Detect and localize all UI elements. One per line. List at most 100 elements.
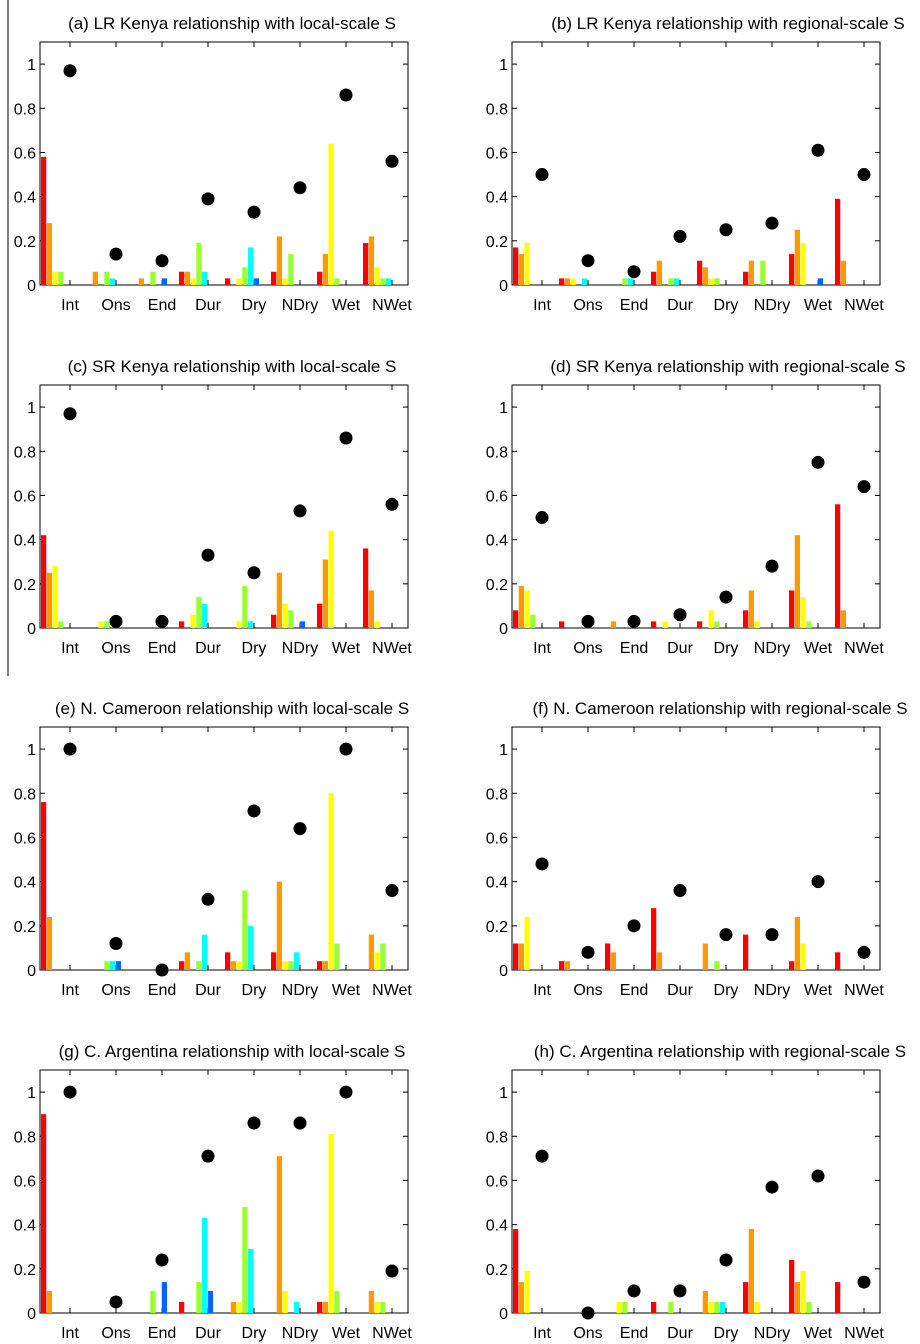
- category-label: Wet: [804, 297, 833, 314]
- y-tick-label: 0.6: [486, 145, 508, 162]
- marker-point: [581, 254, 595, 268]
- bar-series-2: [92, 271, 98, 285]
- bar-series-2: [46, 1290, 52, 1313]
- bar-series-2: [656, 260, 662, 285]
- marker-point: [63, 407, 77, 421]
- bar-series-4: [196, 243, 202, 285]
- bar-series-1: [651, 621, 657, 628]
- bar-series-3: [754, 621, 760, 628]
- panel-b: (b) LR Kenya relationship with regional-…: [486, 14, 905, 314]
- marker-point: [857, 480, 871, 494]
- bar-series-2: [518, 1282, 524, 1313]
- y-tick-label: 0.4: [486, 1218, 508, 1235]
- y-tick-label: 1: [499, 57, 508, 74]
- y-tick-label: 0.8: [14, 1129, 36, 1146]
- marker-point: [247, 1116, 261, 1130]
- bar-series-3: [190, 614, 196, 628]
- bar-series-2: [840, 260, 846, 285]
- y-tick-label: 0.2: [14, 577, 36, 594]
- bar-series-3: [800, 943, 806, 970]
- bar-series-1: [179, 271, 185, 285]
- bar-series-3: [662, 621, 668, 628]
- y-tick-label: 0.2: [486, 234, 508, 251]
- bar-series-2: [322, 254, 328, 285]
- bar-series-1: [835, 198, 841, 285]
- bar-series-4: [242, 586, 248, 628]
- bar-series-1: [225, 952, 231, 970]
- marker-point: [811, 143, 825, 157]
- category-label: End: [148, 982, 176, 999]
- category-label: End: [620, 982, 648, 999]
- axes-frame: [39, 726, 409, 971]
- y-tick-label: 0.8: [486, 101, 508, 118]
- marker-point: [293, 504, 307, 518]
- category-label: Ons: [101, 982, 130, 999]
- bar-series-4: [380, 943, 386, 970]
- y-tick-label: 1: [27, 1085, 36, 1102]
- marker-point: [765, 559, 779, 573]
- bar-series-2: [322, 961, 328, 970]
- bar-series-1: [835, 504, 841, 628]
- category-label: NWet: [372, 982, 412, 999]
- category-label: Ons: [573, 1325, 602, 1342]
- bar-series-5: [248, 925, 254, 970]
- bar-series-1: [651, 271, 657, 285]
- category-label: End: [148, 640, 176, 657]
- category-label: Wet: [804, 1325, 833, 1342]
- bar-series-6: [161, 278, 167, 285]
- category-label: Dur: [667, 1325, 693, 1342]
- bar-series-4: [334, 943, 340, 970]
- bar-series-5: [202, 271, 208, 285]
- panel-h: (h) C. Argentina relationship with regio…: [486, 1042, 906, 1342]
- bar-series-5: [294, 952, 300, 970]
- category-label: NWet: [372, 297, 412, 314]
- bar-series-1: [317, 603, 323, 628]
- bar-series-4: [334, 1290, 340, 1313]
- marker-point: [293, 181, 307, 195]
- category-label: Wet: [804, 640, 833, 657]
- panel-title: (d) SR Kenya relationship with regional-…: [550, 357, 905, 376]
- bar-series-4: [668, 1301, 674, 1313]
- bar-series-3: [236, 1301, 242, 1313]
- y-tick-label: 0.6: [486, 488, 508, 505]
- marker-point: [339, 1085, 353, 1099]
- bar-series-1: [743, 610, 749, 628]
- bar-series-4: [380, 1301, 386, 1313]
- y-tick-label: 0.8: [486, 786, 508, 803]
- category-label: Dur: [195, 982, 221, 999]
- y-tick-label: 0: [499, 963, 508, 980]
- marker-point: [385, 154, 399, 168]
- bar-series-1: [743, 934, 749, 970]
- category-label: NWet: [372, 640, 412, 657]
- axes-frame: [511, 41, 881, 286]
- panel-d: (d) SR Kenya relationship with regional-…: [486, 357, 906, 657]
- panel-c: (c) SR Kenya relationship with local-sca…: [14, 357, 413, 657]
- bar-series-1: [743, 271, 749, 285]
- y-tick-label: 0: [27, 621, 36, 638]
- category-label: Dur: [195, 1325, 221, 1342]
- bar-series-2: [564, 961, 570, 970]
- bar-series-2: [46, 916, 52, 970]
- bar-series-2: [702, 267, 708, 285]
- bar-series-1: [363, 548, 369, 628]
- y-tick-label: 0.4: [14, 533, 36, 550]
- marker-point: [247, 205, 261, 219]
- bar-series-1: [835, 952, 841, 970]
- bar-series-4: [104, 621, 110, 628]
- marker-point: [719, 223, 733, 237]
- bar-series-3: [98, 621, 104, 628]
- bar-series-4: [714, 961, 720, 970]
- bar-series-3: [236, 961, 242, 970]
- bar-series-3: [524, 1271, 530, 1313]
- category-label: NWet: [844, 1325, 884, 1342]
- category-label: NDry: [754, 297, 790, 314]
- category-label: Ons: [573, 640, 602, 657]
- bar-series-3: [524, 590, 530, 628]
- category-label: Int: [61, 640, 79, 657]
- bar-series-4: [150, 1290, 156, 1313]
- category-label: Ons: [573, 982, 602, 999]
- bar-series-4: [288, 961, 294, 970]
- bar-series-4: [196, 961, 202, 970]
- bar-series-4: [714, 278, 720, 285]
- bar-series-6: [115, 961, 121, 970]
